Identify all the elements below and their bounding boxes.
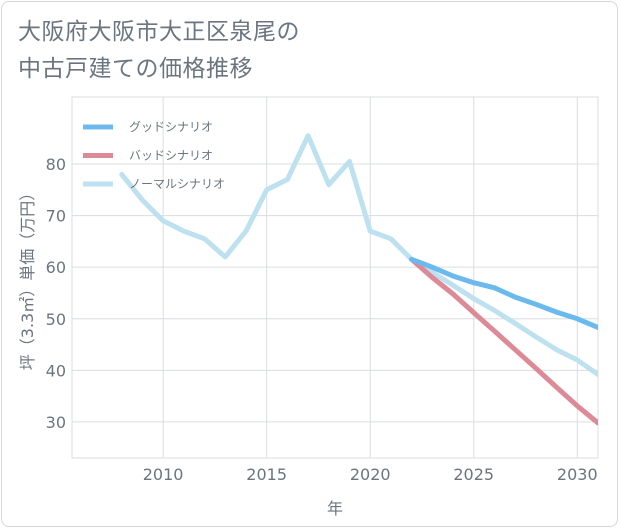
y-tick-label: 40 — [46, 361, 66, 380]
y-tick-label: 50 — [46, 310, 66, 329]
legend-label-normal: ノーマルシナリオ — [129, 177, 225, 191]
legend-label-good: グッドシナリオ — [129, 120, 213, 134]
legend-label-bad: バッドシナリオ — [129, 149, 213, 163]
series-line-good — [409, 256, 598, 330]
y-tick-label: 30 — [46, 413, 66, 432]
y-tick-label: 80 — [46, 155, 66, 174]
y-tick-label: 60 — [46, 258, 66, 277]
series-line-bad — [409, 256, 598, 426]
series-layer — [119, 133, 598, 426]
plot-frame — [71, 96, 599, 459]
chart-title-line-1: 大阪府大阪市大正区泉尾の — [18, 19, 300, 45]
x-tick-label: 2015 — [246, 465, 287, 484]
y-tick-label: 70 — [46, 207, 66, 226]
x-axis-title: 年 — [327, 499, 343, 518]
x-tick-label: 2010 — [143, 465, 184, 484]
x-tick-label: 2020 — [350, 465, 391, 484]
x-tick-label: 2030 — [557, 465, 598, 484]
chart-title: 大阪府大阪市大正区泉尾の 中古戸建ての価格推移 — [18, 14, 300, 88]
chart-title-line-2: 中古戸建ての価格推移 — [18, 56, 253, 82]
series-line-normal — [119, 133, 598, 377]
y-axis-title: 坪（3.3㎡）単価（万円） — [18, 185, 37, 370]
x-tick-label: 2025 — [453, 465, 494, 484]
